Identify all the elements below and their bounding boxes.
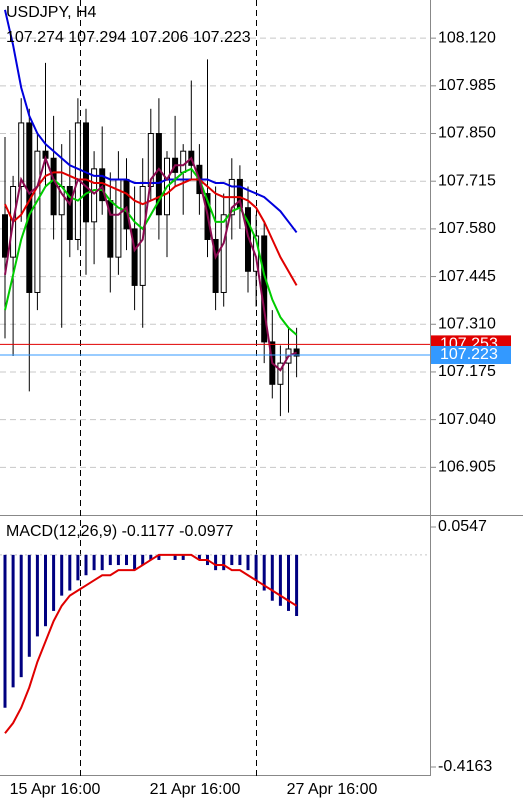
y-tick-label: -0.4163 bbox=[438, 758, 492, 775]
candle-body bbox=[212, 238, 219, 293]
macd-bar bbox=[197, 554, 201, 560]
macd-bar bbox=[116, 554, 120, 566]
candle-body bbox=[277, 362, 284, 385]
candle-body bbox=[26, 122, 33, 293]
price-label-box bbox=[431, 345, 511, 364]
y-tick-label: 107.175 bbox=[438, 363, 496, 380]
ohlc: 107.274 107.294 107.206 107.223 bbox=[6, 29, 251, 46]
macd-bar bbox=[3, 554, 7, 708]
macd-bar bbox=[60, 554, 64, 596]
macd-bar bbox=[68, 554, 72, 591]
candle-body bbox=[2, 214, 8, 258]
macd-bar bbox=[44, 554, 47, 627]
macd-bar bbox=[254, 554, 258, 581]
macd-bar bbox=[92, 554, 96, 571]
symbol: USDJPY, H4 bbox=[6, 4, 97, 21]
candle-body bbox=[66, 186, 73, 240]
macd-bar bbox=[278, 554, 282, 606]
moving-average bbox=[4, 155, 297, 372]
x-tick-label: 15 Apr 16:00 bbox=[10, 781, 101, 798]
macd-bar bbox=[141, 554, 145, 566]
y-tick-label: 0.0547 bbox=[438, 518, 487, 535]
candle-body bbox=[50, 157, 57, 216]
macd-bar bbox=[11, 554, 15, 688]
macd-bar bbox=[133, 554, 137, 571]
macd-bar bbox=[149, 554, 153, 560]
candle-body bbox=[131, 228, 138, 286]
macd-bar bbox=[125, 554, 128, 566]
x-tick-label: 21 Apr 16:00 bbox=[150, 781, 241, 798]
candle-body bbox=[34, 150, 41, 293]
macd-bar bbox=[262, 554, 266, 591]
y-tick-label: 107.580 bbox=[438, 220, 496, 237]
macd-bar bbox=[108, 554, 112, 566]
macd-bar bbox=[35, 554, 39, 637]
macd-bar bbox=[238, 554, 242, 566]
moving-average bbox=[4, 171, 298, 286]
macd-signal bbox=[4, 553, 298, 734]
candle-body bbox=[18, 122, 25, 188]
y-tick-label: 106.905 bbox=[438, 459, 496, 476]
macd-bar bbox=[173, 554, 177, 560]
y-tick-label: 107.850 bbox=[438, 125, 496, 142]
macd-bar bbox=[157, 554, 161, 560]
macd-bar bbox=[222, 554, 226, 571]
macd-bar bbox=[27, 554, 31, 657]
candle-body bbox=[245, 207, 251, 272]
plot: 108.120 107.985 107.850 107.715 107.580 107.4… bbox=[0, 9, 511, 798]
price-label: 107.223 bbox=[440, 346, 498, 363]
macd-bar bbox=[181, 554, 185, 560]
macd-bar bbox=[230, 554, 234, 566]
macd-bar bbox=[270, 554, 274, 601]
macd-bar bbox=[287, 554, 290, 611]
candle-body bbox=[155, 133, 162, 216]
macd-bar bbox=[76, 554, 80, 581]
y-tick-label: 107.985 bbox=[438, 77, 496, 94]
candle-body bbox=[91, 168, 98, 223]
macd-bar bbox=[246, 554, 250, 571]
macd-bar bbox=[84, 554, 88, 576]
macd-bar bbox=[52, 554, 56, 611]
y-tick-label: 107.715 bbox=[438, 172, 496, 189]
y-tick-label: 107.445 bbox=[438, 268, 496, 285]
candle-body bbox=[220, 214, 227, 293]
y-tick-label: 107.310 bbox=[438, 315, 496, 332]
macd-title: MACD(12,26,9) -0.1177 -0.0977 bbox=[6, 523, 233, 540]
macd-bar bbox=[100, 554, 104, 571]
macd-bar bbox=[214, 554, 218, 571]
macd-bar bbox=[19, 554, 23, 678]
macd-bar bbox=[295, 554, 299, 617]
y-tick-label: 108.120 bbox=[438, 29, 496, 46]
y-tick-label: 107.040 bbox=[438, 411, 496, 428]
candle-body bbox=[180, 150, 187, 173]
x-tick-label: 27 Apr 16:00 bbox=[287, 781, 378, 798]
